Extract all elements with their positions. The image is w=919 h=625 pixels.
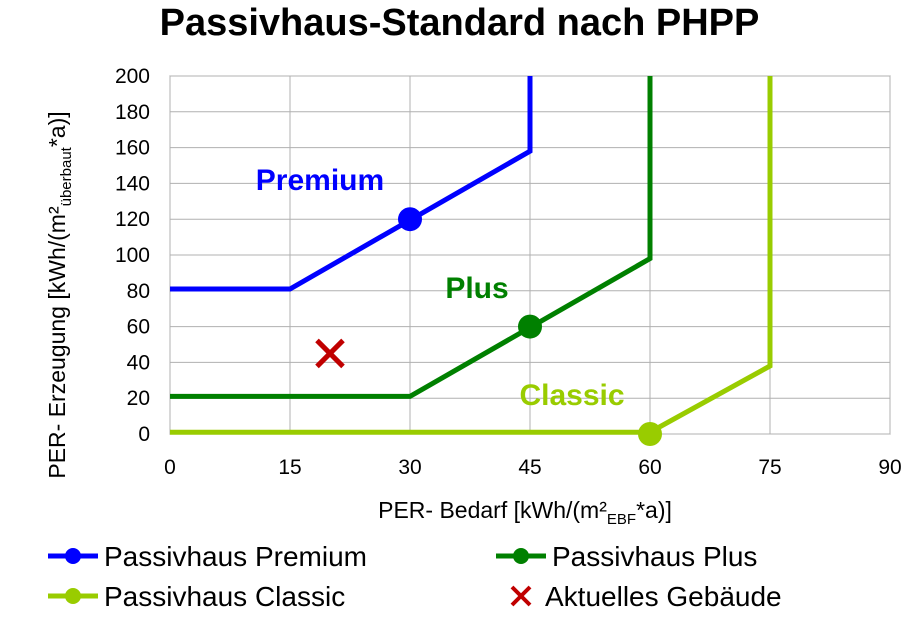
x-tick-label: 30 [398,456,421,479]
y-tick-label: 160 [115,137,150,160]
y-tick-label: 80 [127,280,150,303]
x-axis-label: PER- Bedarf [kWh/(m²EBF*a)] [378,497,672,528]
series-label-premium: Premium [256,164,384,197]
series-marker-premium [398,207,422,232]
x-tick-label: 90 [878,456,901,479]
legend-marker-premium [65,548,81,564]
series-marker-classic [638,422,662,446]
chart-title: Passivhaus-Standard nach PHPP [159,2,760,44]
y-tick-label: 40 [127,351,150,374]
x-tick-label: 45 [518,456,541,479]
series-label-classic: Classic [519,379,624,412]
legend-label-premium: Passivhaus Premium [104,541,367,572]
y-tick-label: 0 [138,423,150,446]
current-building-marker [315,338,345,369]
legend-marker-plus [513,548,529,564]
x-tick-label: 0 [164,456,176,479]
legend-label-classic: Passivhaus Classic [104,581,345,612]
x-tick-label: 60 [638,456,661,479]
y-axis-label: PER- Erzeugung [kWh/(m²überbaut*a)] [44,111,75,478]
y-tick-label: 60 [127,316,150,339]
x-tick-label: 15 [278,456,301,479]
legend-marker-classic [65,588,81,604]
legend-x-stroke [510,585,532,607]
y-tick-label: 200 [115,65,150,88]
y-tick-label: 20 [127,387,150,410]
legend-label-plus: Passivhaus Plus [552,541,757,572]
y-tick-label: 100 [115,244,150,267]
series-marker-plus [518,314,542,339]
current-building-x-stroke [315,338,345,369]
x-tick-label: 75 [758,456,781,479]
y-tick-label: 120 [115,208,150,231]
legend-label-current-building: Aktuelles Gebäude [545,581,782,612]
legend-marker-current-building [510,585,532,607]
series-label-plus: Plus [445,272,508,305]
series-line-classic [170,76,773,435]
y-tick-label: 180 [115,101,150,124]
legend: Passivhaus Premium Passivhaus Plus Passivh… [48,541,782,612]
y-tick-label: 140 [115,172,150,195]
